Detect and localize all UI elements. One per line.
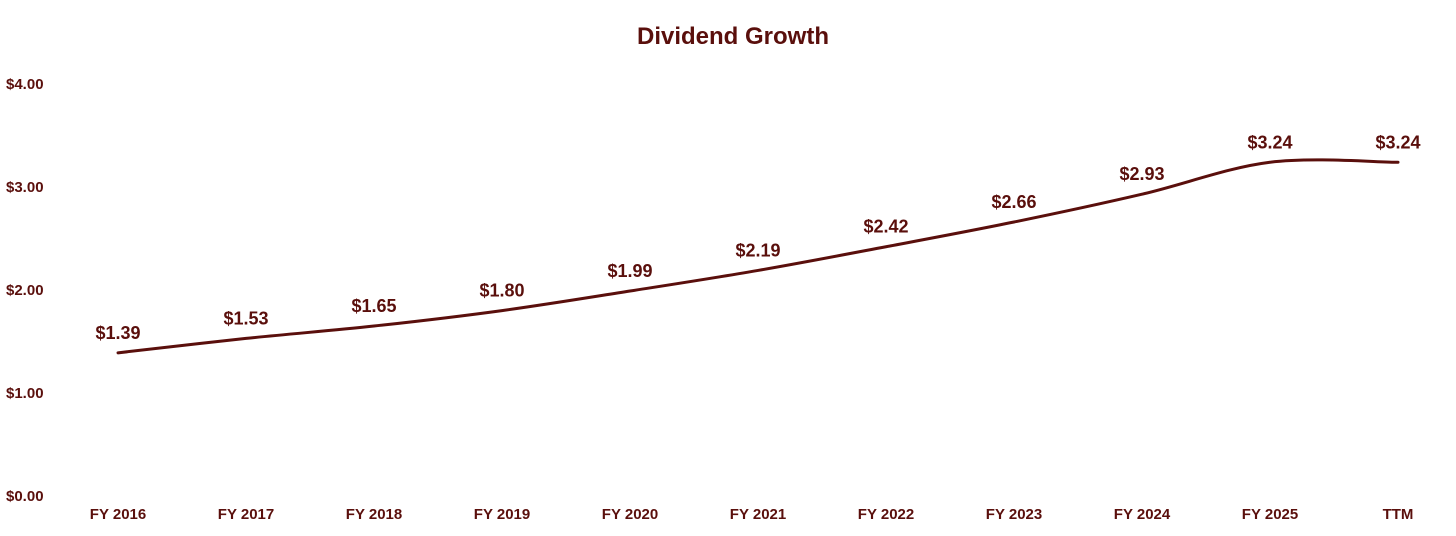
data-label: $3.24: [1247, 132, 1292, 152]
series-group: [116, 158, 1400, 355]
x-axis: FY 2016 FY 2017 FY 2018 FY 2019 FY 2020 FY 20…: [90, 506, 1414, 523]
y-tick-label: $0.00: [6, 488, 44, 505]
x-tick-label: FY 2024: [1114, 506, 1171, 523]
x-tick-label: FY 2020: [602, 506, 658, 523]
y-tick-label: $4.00: [6, 76, 44, 93]
data-label: $1.65: [351, 296, 396, 316]
y-tick-label: $3.00: [6, 179, 44, 196]
x-tick-label: FY 2025: [1242, 506, 1298, 523]
series-line: [116, 158, 1400, 355]
data-label: $2.19: [735, 240, 780, 260]
x-tick-label: TTM: [1383, 506, 1414, 523]
x-tick-label: FY 2018: [346, 506, 402, 523]
data-label: $1.39: [95, 323, 140, 343]
data-label: $2.93: [1119, 164, 1164, 184]
data-labels-group: $1.39 $1.53 $1.65 $1.80 $1.99 $2.19 $2.42 $2.66…: [95, 132, 1420, 343]
data-label: $3.24: [1375, 132, 1420, 152]
y-tick-label: $2.00: [6, 282, 44, 299]
x-tick-label: FY 2016: [90, 506, 146, 523]
chart-title: Dividend Growth: [637, 23, 829, 50]
data-label: $1.80: [479, 281, 524, 301]
y-tick-label: $1.00: [6, 385, 44, 402]
data-label: $1.99: [607, 261, 652, 281]
data-label: $2.42: [863, 217, 908, 237]
data-label: $2.66: [991, 192, 1036, 212]
y-axis: $0.00 $1.00 $2.00 $3.00 $4.00: [6, 76, 44, 505]
data-label: $1.53: [223, 308, 268, 328]
x-tick-label: FY 2022: [858, 506, 914, 523]
x-tick-label: FY 2017: [218, 506, 274, 523]
x-tick-label: FY 2023: [986, 506, 1042, 523]
x-tick-label: FY 2019: [474, 506, 530, 523]
x-tick-label: FY 2021: [730, 506, 786, 523]
